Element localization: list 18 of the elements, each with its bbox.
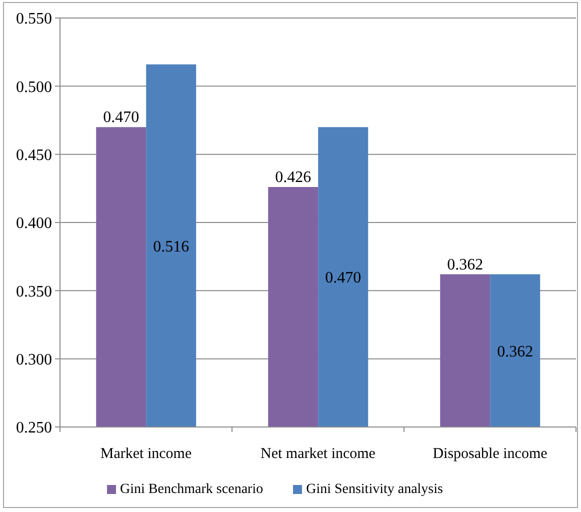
y-tick-label: 0.450 [16,147,52,164]
y-tick-label: 0.500 [16,78,52,96]
data-label: 0.362 [447,256,484,274]
x-tick-label: Disposable income [432,446,548,462]
data-label: 0.470 [103,109,140,126]
data-label: 0.426 [275,169,312,186]
data-label: 0.516 [153,238,190,256]
y-tick-label: 0.400 [16,215,52,232]
x-tick-label: Net market income [260,446,376,462]
data-label: 0.470 [325,270,362,287]
legend-label: Gini Sensitivity analysis [306,482,443,497]
data-label: 0.362 [497,343,534,360]
y-tick-label: 0.550 [16,10,52,28]
y-tick-label: 0.300 [16,352,52,369]
y-tick-label: 0.350 [16,283,52,300]
y-tick-label: 0.250 [16,420,52,437]
x-tick-label: Market income [100,446,192,462]
legend-label: Gini Benchmark scenario [120,482,264,497]
